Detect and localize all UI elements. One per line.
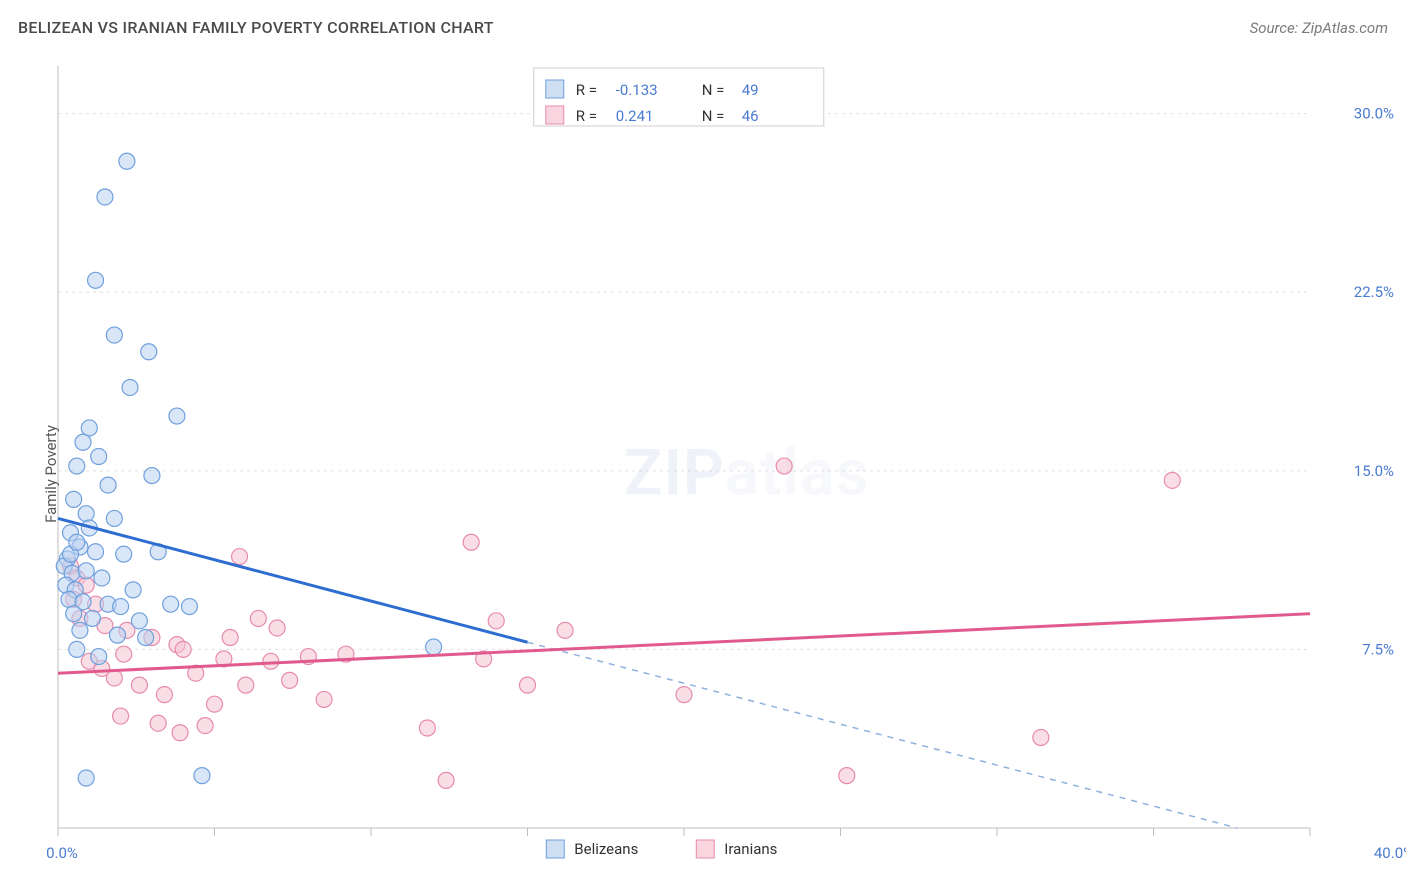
x-origin-label: 0.0% [46,844,78,862]
point-belizean [426,639,442,655]
point-iranian [776,458,792,474]
point-iranian [250,610,266,626]
point-belizean [163,596,179,612]
point-belizean [113,599,129,615]
point-belizean [66,606,82,622]
point-iranian [1033,730,1049,746]
point-belizean [119,153,135,169]
point-belizean [138,630,154,646]
point-belizean [109,627,125,643]
point-iranian [232,549,248,565]
x-end-label: 40.0% [1374,844,1406,862]
legend-r-label: R = [576,107,597,125]
point-belizean [69,534,85,550]
chart-source: Source: ZipAtlas.com [1250,19,1388,37]
point-belizean [94,570,110,586]
point-iranian [1164,472,1180,488]
trend-iranians [58,614,1310,674]
point-iranian [269,620,285,636]
trend-belizeans-extrapolation [528,642,1238,828]
point-iranian [438,772,454,788]
point-belizean [88,544,104,560]
point-belizean [72,622,88,638]
legend-swatch [546,840,564,858]
point-belizean [78,563,94,579]
point-iranian [557,622,573,638]
point-belizean [78,770,94,786]
legend-r-value: 0.241 [616,107,654,125]
point-iranian [175,641,191,657]
point-iranian [520,677,536,693]
point-iranian [116,646,132,662]
legend-swatch [546,106,564,124]
point-belizean [122,379,138,395]
point-iranian [282,672,298,688]
point-iranian [131,677,147,693]
legend-n-value: 46 [742,107,759,125]
point-belizean [97,189,113,205]
y-tick-label: 15.0% [1354,462,1394,480]
point-iranian [676,687,692,703]
point-belizean [144,468,160,484]
point-iranian [172,725,188,741]
point-belizean [84,610,100,626]
point-iranian [488,613,504,629]
point-iranian [419,720,435,736]
y-axis-label: Family Poverty [42,425,60,523]
point-iranian [222,630,238,646]
point-belizean [81,420,97,436]
point-belizean [61,591,77,607]
point-iranian [207,696,223,712]
legend-swatch [696,840,714,858]
point-belizean [106,510,122,526]
legend-series-label: Belizeans [574,840,638,858]
point-iranian [113,708,129,724]
y-tick-label: 30.0% [1354,105,1394,123]
chart-container: Family Poverty ZIPatlas 7.5% 15.0% 22.5% 30.… [0,56,1406,892]
point-belizean [66,491,82,507]
point-belizean [131,613,147,629]
point-iranian [463,534,479,550]
point-belizean [194,768,210,784]
point-iranian [156,687,172,703]
legend-series-label: Iranians [724,840,777,858]
series-legend: Belizeans Iranians [546,840,777,858]
chart-title: BELIZEAN VS IRANIAN FAMILY POVERTY CORRE… [18,18,494,37]
y-tick-label: 7.5% [1362,640,1394,658]
point-iranian [238,677,254,693]
scatter-chart: ZIPatlas 7.5% 15.0% 22.5% 30.0% 0.0% 40.0% R = -… [0,56,1406,892]
point-belizean [100,477,116,493]
point-iranian [197,718,213,734]
point-belizean [91,449,107,465]
point-iranian [839,768,855,784]
point-belizean [141,344,157,360]
legend-swatch [546,80,564,98]
point-iranian [263,653,279,669]
point-belizean [181,599,197,615]
point-belizean [169,408,185,424]
point-belizean [91,649,107,665]
legend-n-value: 49 [742,81,759,99]
point-belizean [116,546,132,562]
point-iranian [316,691,332,707]
chart-header: BELIZEAN VS IRANIAN FAMILY POVERTY CORRE… [18,18,1388,37]
point-belizean [88,272,104,288]
legend-n-label: N = [702,81,725,99]
legend-n-label: N = [702,107,725,125]
point-belizean [78,506,94,522]
point-belizean [106,327,122,343]
y-tick-label: 22.5% [1354,283,1394,301]
point-belizean [125,582,141,598]
legend-r-label: R = [576,81,597,99]
watermark: ZIPatlas [624,436,870,511]
point-belizean [69,641,85,657]
legend-r-value: -0.133 [616,81,658,99]
point-iranian [150,715,166,731]
point-belizean [69,458,85,474]
point-belizean [75,434,91,450]
